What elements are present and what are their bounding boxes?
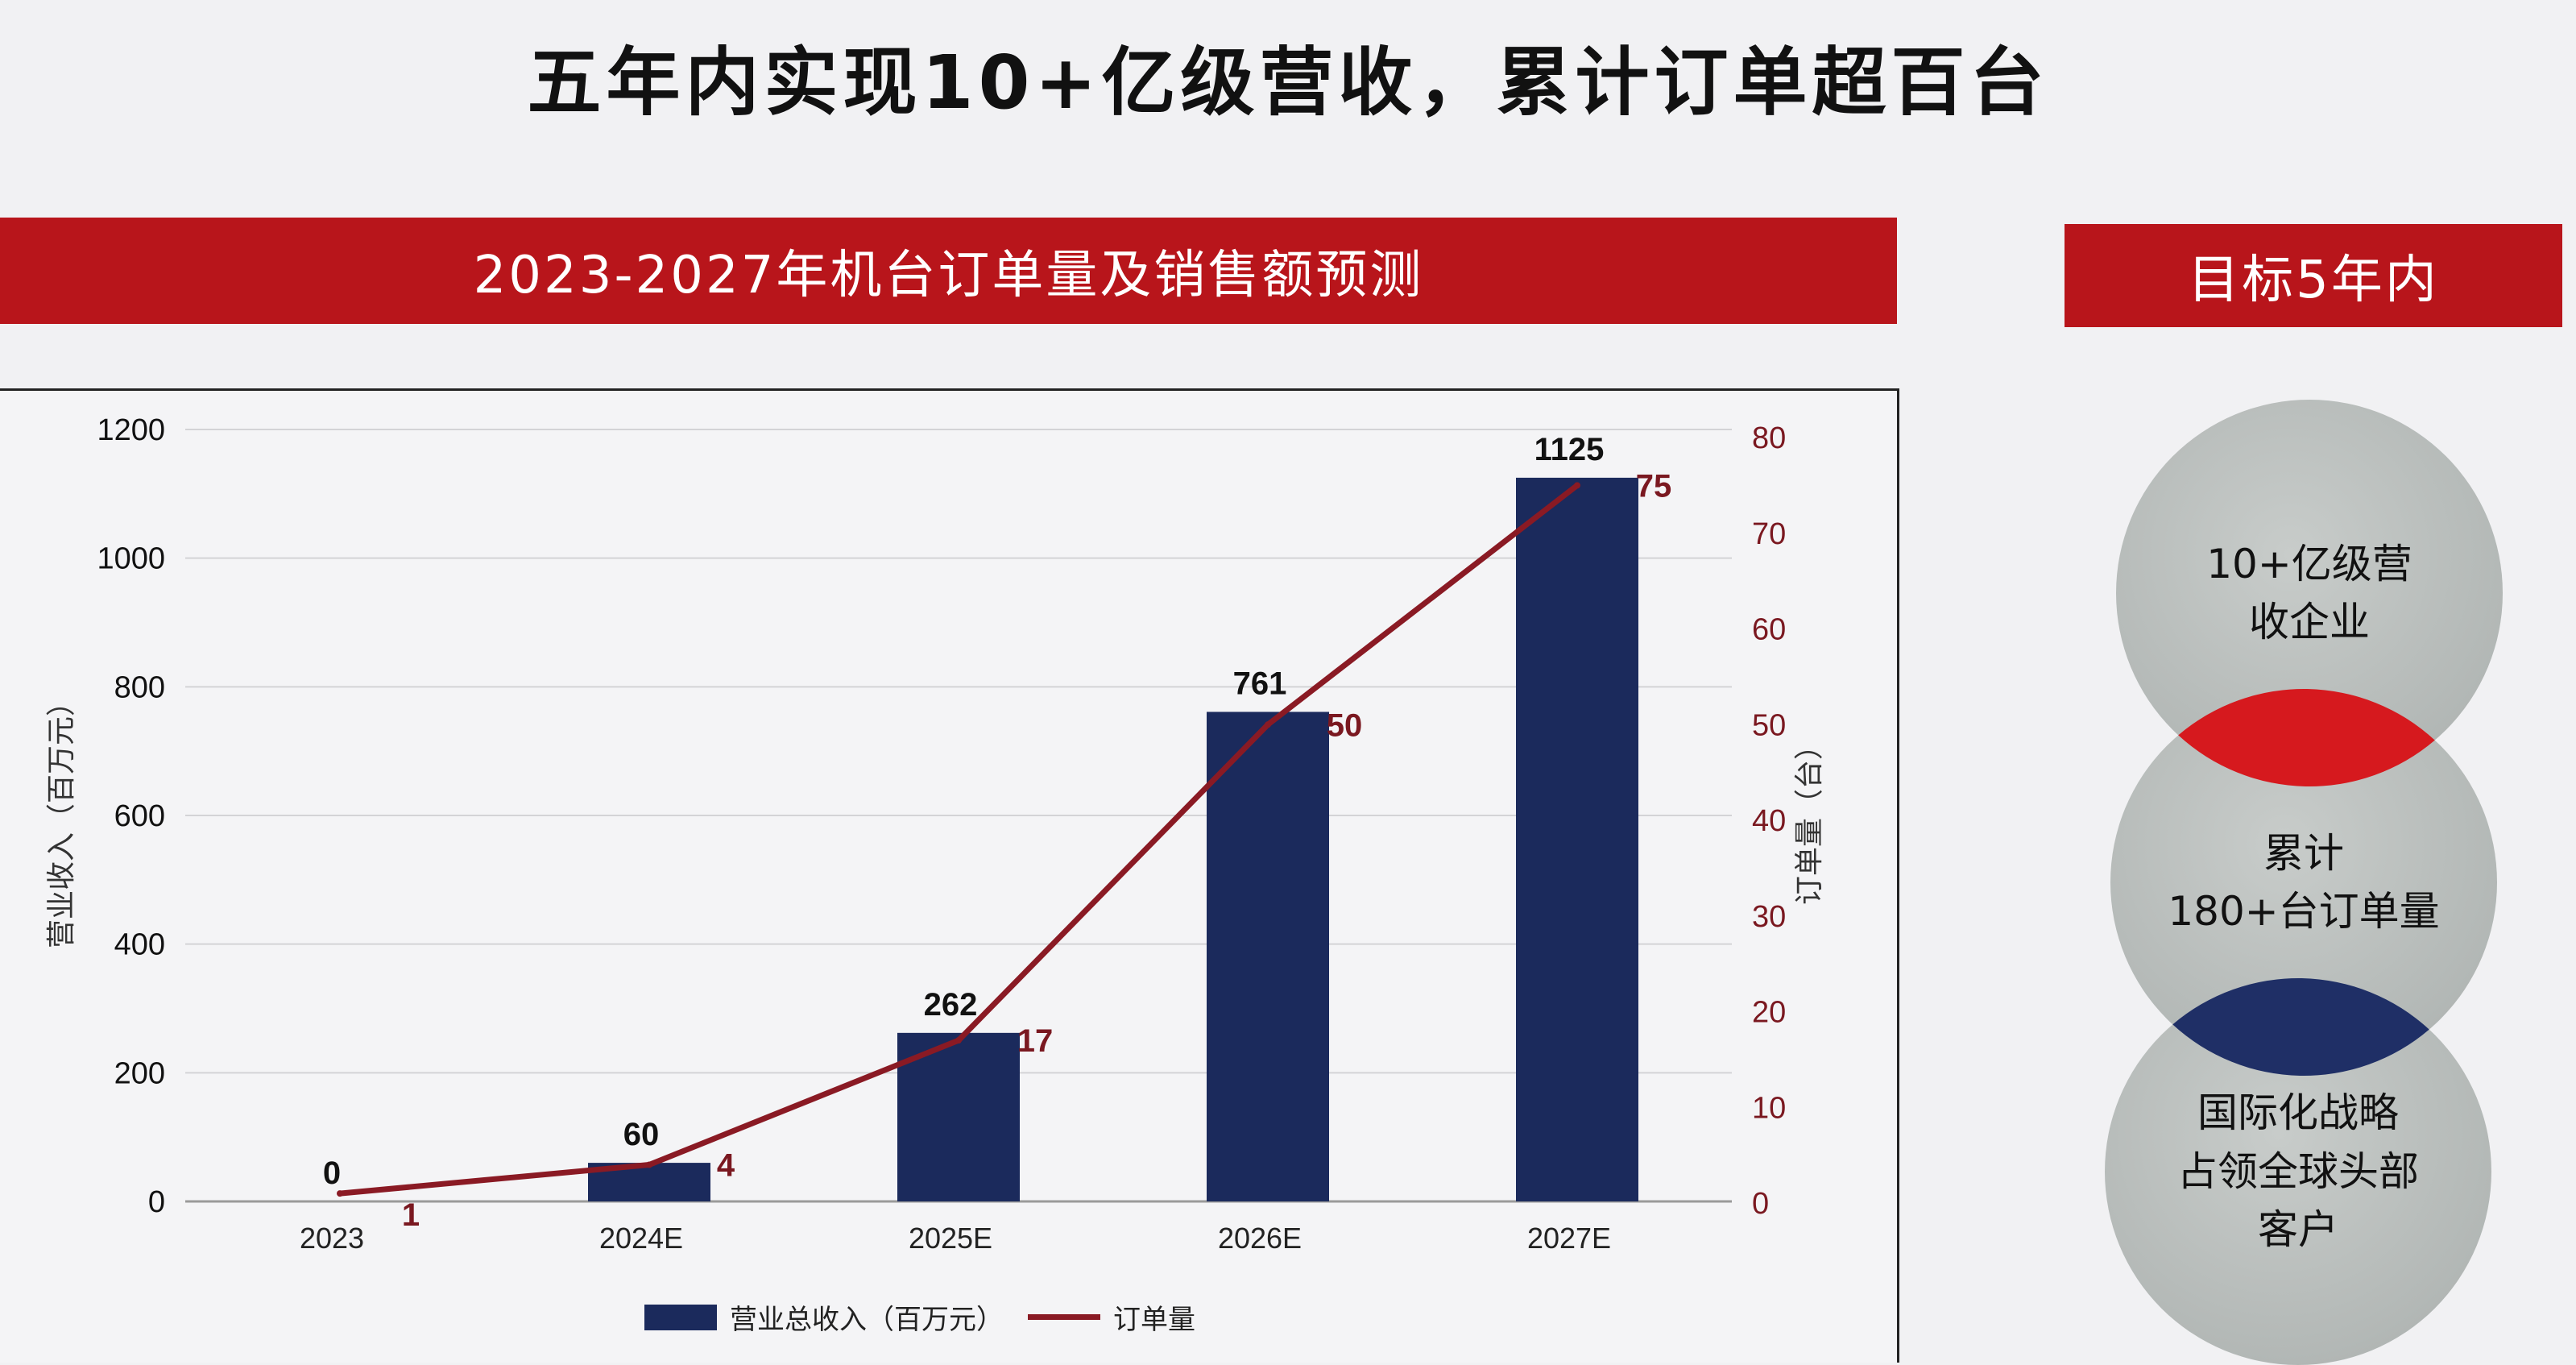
x-tick-label: 2026E (1218, 1222, 1302, 1255)
goal-orders-text: 累计 180+台订单量 (2168, 829, 2440, 936)
line-data-label: 50 (1327, 707, 1363, 743)
line-data-label: 75 (1636, 468, 1672, 504)
y2-tick-label: 70 (1752, 517, 1786, 551)
bar-data-label: 1125 (1534, 432, 1605, 467)
lens-overlaps (2172, 689, 2435, 1076)
chart-area: 0 200 400 600 800 1000 1200 0 10 20 30 40 50 60 70 80 营业… (0, 388, 1899, 1363)
x-tick-label: 2024E (599, 1222, 683, 1255)
y2-axis-title: 订单量（台） (1793, 731, 1826, 905)
page-title: 五年内实现10+亿级营收，累计订单超百台 (527, 39, 2049, 126)
bar (1516, 477, 1638, 1201)
y2-tick-label: 50 (1752, 708, 1786, 742)
y-tick-label: 600 (114, 799, 165, 833)
bar-data-label: 262 (924, 987, 978, 1023)
y-tick-label: 400 (114, 928, 165, 962)
bar-data-label: 60 (623, 1117, 660, 1152)
y2-tick-label: 10 (1752, 1091, 1786, 1125)
y-tick-label: 200 (114, 1056, 165, 1090)
x-tick-label: 2025E (909, 1222, 992, 1255)
legend-bar-label: 营业总收入（百万元） (730, 1304, 1004, 1336)
line-data-label: 17 (1017, 1023, 1054, 1059)
y2-tick-label: 0 (1752, 1187, 1769, 1221)
x-tick-label: 2023 (300, 1222, 364, 1255)
y-axis-title: 营业收入（百万元） (45, 687, 78, 948)
red-lens-shape (2178, 689, 2435, 786)
target-title: 目标5年内 (2188, 251, 2439, 310)
chart-legend: 营业总收入（百万元） 订单量 (644, 1297, 1195, 1337)
chart-title: 2023-2027年机台订单量及销售额预测 (473, 246, 1424, 305)
y-tick-label: 0 (148, 1185, 165, 1219)
bar (897, 1032, 1020, 1201)
bar-data-label: 0 (323, 1155, 341, 1191)
order-point (337, 1190, 343, 1197)
y-tick-label: 1200 (97, 413, 165, 447)
combo-chart: 02004006008001000120001020304050607080营业… (45, 413, 1826, 1255)
chart-title-banner: 2023-2027年机台订单量及销售额预测 (0, 218, 1897, 324)
y2-tick-label: 40 (1752, 804, 1786, 838)
legend-bar-swatch (644, 1304, 717, 1330)
legend-line-swatch (1028, 1314, 1100, 1320)
bar-data-label: 761 (1233, 666, 1287, 701)
order-point (1574, 482, 1580, 489)
y2-tick-label: 80 (1752, 421, 1786, 455)
target-banner: 目标5年内 (2065, 224, 2562, 327)
bar (1207, 712, 1329, 1201)
goal-international-text: 国际化战略 占领全球头部 客户 (2177, 1089, 2419, 1254)
y2-tick-label: 20 (1752, 996, 1786, 1030)
line-data-label: 4 (717, 1148, 735, 1184)
y2-tick-label: 60 (1752, 613, 1786, 647)
order-point (1265, 721, 1271, 728)
order-point (955, 1037, 962, 1044)
y-tick-label: 800 (114, 670, 165, 704)
x-tick-label: 2027E (1527, 1222, 1611, 1255)
order-point (646, 1161, 652, 1168)
legend-line-label: 订单量 (1113, 1304, 1195, 1336)
y-tick-label: 1000 (97, 542, 165, 576)
y2-tick-label: 30 (1752, 900, 1786, 934)
blue-lens-shape (2172, 978, 2429, 1076)
goal-revenue-text: 10+亿级营 收企业 (2206, 540, 2412, 646)
line-data-label: 1 (402, 1197, 420, 1233)
